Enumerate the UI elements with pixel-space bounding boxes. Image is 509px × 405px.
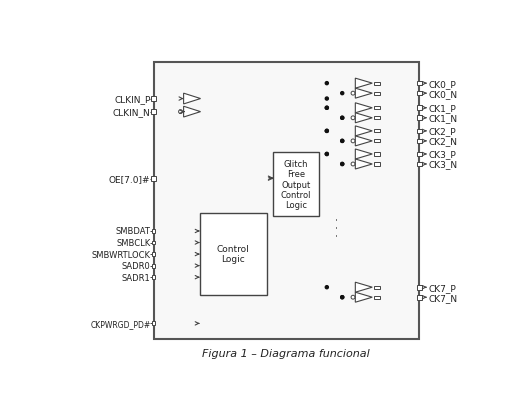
Bar [373, 296, 379, 299]
Bar [373, 153, 379, 156]
Circle shape [340, 117, 343, 120]
Text: Glitch
Free
Output
Control
Logic: Glitch Free Output Control Logic [280, 159, 310, 210]
Bar [416, 106, 421, 111]
Polygon shape [355, 149, 372, 160]
Circle shape [350, 92, 354, 96]
Polygon shape [355, 104, 372, 113]
Text: CK0_N: CK0_N [428, 90, 457, 98]
Circle shape [340, 92, 343, 96]
Bar [416, 139, 421, 144]
Text: Figura 1 – Diagrama funcional: Figura 1 – Diagrama funcional [202, 348, 369, 358]
Text: . . .: . . . [327, 216, 341, 236]
Text: CK1_P: CK1_P [428, 104, 456, 113]
Bar [151, 241, 155, 245]
Text: CKPWRGD_PD#: CKPWRGD_PD# [90, 319, 150, 328]
Circle shape [325, 130, 328, 133]
Text: CK3_P: CK3_P [428, 150, 456, 159]
Circle shape [178, 111, 182, 114]
Bar [416, 129, 421, 134]
Polygon shape [355, 89, 372, 99]
Bar [272, 153, 319, 216]
Circle shape [350, 117, 354, 120]
Polygon shape [355, 126, 372, 136]
Text: SADR1: SADR1 [122, 273, 150, 282]
Bar [151, 264, 155, 268]
Circle shape [325, 286, 328, 289]
Text: OE[7.0]#: OE[7.0]# [109, 175, 150, 183]
Circle shape [325, 153, 328, 156]
Bar [373, 140, 379, 143]
Polygon shape [355, 283, 372, 292]
Circle shape [340, 163, 343, 166]
Polygon shape [355, 292, 372, 303]
Text: CK3_N: CK3_N [428, 160, 457, 169]
Bar [151, 230, 155, 233]
Polygon shape [355, 79, 372, 89]
Bar [151, 97, 156, 102]
Text: CLKIN_N: CLKIN_N [112, 108, 150, 117]
Bar [416, 162, 421, 167]
Text: SMBWRTLOCK: SMBWRTLOCK [91, 250, 150, 259]
Bar [416, 82, 421, 86]
Bar [416, 285, 421, 290]
Bar [416, 92, 421, 96]
Polygon shape [183, 94, 200, 104]
Bar [151, 322, 155, 326]
Bar [151, 275, 155, 279]
Circle shape [340, 117, 343, 120]
Bar [200, 213, 266, 295]
Bar [373, 107, 379, 110]
Circle shape [325, 82, 328, 85]
Text: CK7_N: CK7_N [428, 293, 457, 302]
Circle shape [350, 163, 354, 166]
Text: CK0_P: CK0_P [428, 79, 456, 88]
Circle shape [325, 130, 328, 133]
Bar [373, 286, 379, 289]
Text: CK2_N: CK2_N [428, 137, 457, 146]
Bar [151, 110, 156, 115]
Polygon shape [355, 136, 372, 147]
Bar [416, 152, 421, 157]
Circle shape [325, 107, 328, 110]
Circle shape [350, 140, 354, 143]
Bar [373, 82, 379, 85]
Circle shape [325, 107, 328, 110]
Polygon shape [183, 107, 200, 118]
Circle shape [325, 153, 328, 156]
Polygon shape [355, 113, 372, 124]
Circle shape [340, 296, 343, 299]
Text: CK7_P: CK7_P [428, 283, 456, 292]
Text: Control
Logic: Control Logic [216, 244, 249, 264]
Circle shape [340, 140, 343, 143]
Circle shape [340, 140, 343, 143]
Text: SMBCLK: SMBCLK [116, 239, 150, 247]
Text: CLKIN_P: CLKIN_P [114, 95, 150, 104]
Bar [151, 177, 156, 181]
Polygon shape [355, 160, 372, 170]
Bar [373, 92, 379, 96]
Circle shape [325, 98, 328, 101]
Text: CK1_N: CK1_N [428, 114, 457, 123]
Bar [373, 130, 379, 133]
Text: CK2_P: CK2_P [428, 127, 455, 136]
Circle shape [340, 163, 343, 166]
Bar [416, 295, 421, 300]
Bar [416, 116, 421, 121]
Circle shape [340, 296, 343, 299]
Bar [373, 117, 379, 120]
Bar [153, 62, 418, 339]
Bar [151, 253, 155, 256]
Text: SMBDAT: SMBDAT [116, 227, 150, 236]
Circle shape [350, 296, 354, 299]
Text: SADR0: SADR0 [122, 262, 150, 271]
Bar [373, 163, 379, 166]
